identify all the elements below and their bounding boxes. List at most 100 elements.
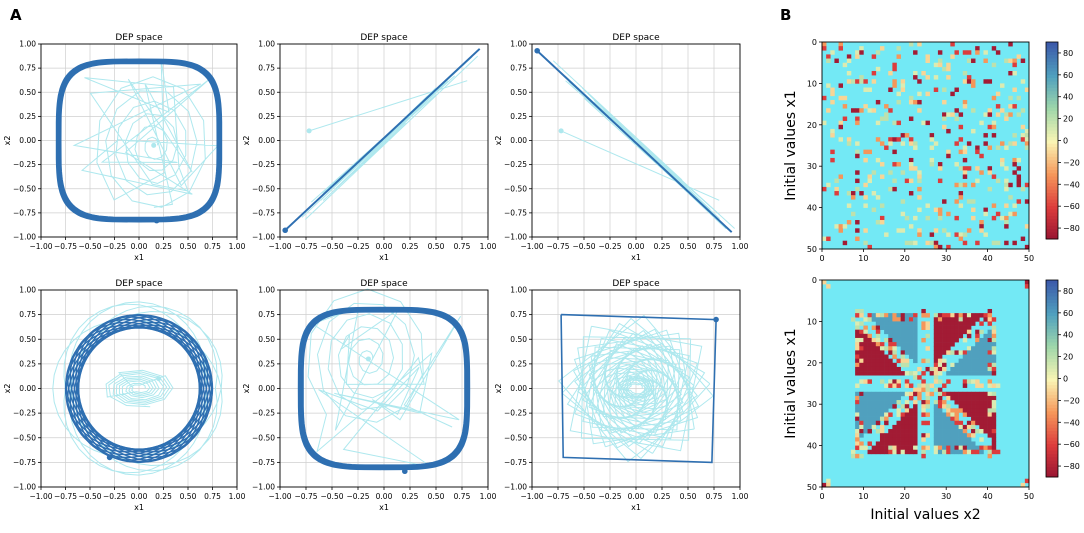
heatmap-cell (975, 46, 980, 51)
heatmap-cell (913, 333, 918, 339)
heatmap-cell (871, 445, 877, 451)
x-axis-label: Initial values x2 (870, 507, 980, 523)
heatmap-cell (983, 366, 988, 372)
heatmap-cell (971, 182, 976, 188)
heatmap-cell (904, 350, 910, 355)
heatmap-cell (979, 220, 984, 225)
end-marker (106, 454, 113, 461)
heatmap-cell (946, 211, 951, 217)
heatmap-cell (950, 350, 955, 355)
heatmap-cell (983, 342, 988, 347)
heatmap-cell (962, 391, 968, 397)
heatmap-cell (859, 358, 864, 364)
heatmap-cell (859, 321, 864, 326)
heatmap-cell (908, 178, 914, 184)
plot-title: DEP space (612, 33, 660, 43)
heatmap-cell (871, 108, 877, 113)
heatmap-cell (838, 95, 843, 101)
heatmap-cell (871, 337, 877, 343)
heatmap-cell (888, 412, 893, 417)
heatmap-cell (875, 220, 881, 225)
heatmap-cell (917, 366, 922, 372)
heatmap-cell (892, 429, 897, 434)
heatmap-cell (900, 211, 906, 217)
heatmap-cell (950, 433, 955, 438)
heatmap-cell (1016, 199, 1022, 204)
heatmap-cell (884, 383, 889, 388)
heatmap-cell (908, 329, 914, 335)
heatmap-cell (991, 429, 997, 434)
heatmap-cell (958, 395, 964, 401)
heatmap-cell (900, 346, 906, 351)
heatmap-cell (991, 420, 997, 426)
heatmap-cell (983, 337, 988, 343)
limit-cycle (75, 316, 203, 461)
heatmap-cell (950, 362, 955, 368)
heatmap-cell (933, 433, 939, 438)
heatmap-cell (942, 449, 947, 455)
heatmap-cell (975, 391, 980, 397)
x-tick-label: −0.50 (573, 242, 596, 251)
heatmap-cell (913, 325, 918, 330)
heatmap-cell (859, 429, 864, 434)
transient-trajectory (591, 346, 681, 431)
heatmap-cell (987, 313, 993, 318)
heatmap-cell (937, 362, 943, 368)
heatmap-cell (925, 395, 930, 401)
heatmap-cell (871, 342, 877, 347)
heatmap-cell (995, 104, 1001, 109)
x-tick-label: 20 (900, 492, 910, 501)
heatmap-cell (946, 416, 951, 422)
heatmap-cell (917, 391, 922, 397)
heatmap-cell (933, 449, 939, 455)
heatmap-cell (995, 178, 1001, 184)
heatmap-cell (875, 137, 881, 142)
heatmap-cell (975, 149, 980, 155)
heatmap-cell (987, 416, 993, 422)
heatmap-cell (937, 333, 943, 339)
heatmap-cell (954, 232, 959, 237)
heatmap-cell (867, 178, 872, 184)
heatmap-cell (913, 346, 918, 351)
heatmap-cell (933, 424, 939, 430)
heatmap-cell (954, 391, 959, 397)
colorbar-segment (1046, 473, 1058, 478)
y-tick-label: −0.50 (252, 433, 275, 442)
heatmap-cell (991, 433, 997, 438)
heatmap-cell (913, 424, 918, 430)
y-tick-label: 0.25 (19, 359, 36, 368)
y-tick-label: 0.00 (258, 136, 275, 145)
transient-trajectory (588, 343, 684, 434)
heatmap-cell (871, 366, 877, 372)
heatmap-cell (921, 400, 926, 405)
heatmap-cell (942, 342, 947, 347)
transient-trajectory (588, 343, 684, 434)
heatmap-cell (975, 429, 980, 434)
colorbar-segment (1046, 212, 1058, 217)
x-tick-label: −0.25 (347, 492, 370, 501)
start-marker (306, 128, 312, 134)
heatmap-cell (933, 240, 939, 246)
heatmap-cell (921, 379, 926, 384)
heatmap-cell (900, 391, 906, 397)
heatmap-cell (921, 321, 926, 326)
colorbar-segment (1046, 222, 1058, 227)
heatmap-cell (875, 441, 881, 446)
heatmap-cell (962, 383, 968, 388)
heatmap-cell (975, 342, 980, 347)
heatmap-cell (991, 325, 997, 330)
transient-trajectory (595, 349, 677, 428)
heatmap-cell (867, 149, 872, 155)
heatmap-cell (1004, 116, 1009, 121)
heatmap-cell (937, 354, 943, 359)
heatmap-cell (925, 366, 930, 372)
heatmap-cell (838, 46, 843, 51)
heatmap-cell (954, 141, 959, 146)
heatmap-cell (942, 112, 947, 117)
heatmap-cell (859, 395, 864, 401)
heatmap-cell (966, 371, 972, 376)
heatmap-cell (855, 178, 860, 184)
heatmap-cell (913, 416, 918, 422)
heatmap-cell (896, 54, 901, 59)
